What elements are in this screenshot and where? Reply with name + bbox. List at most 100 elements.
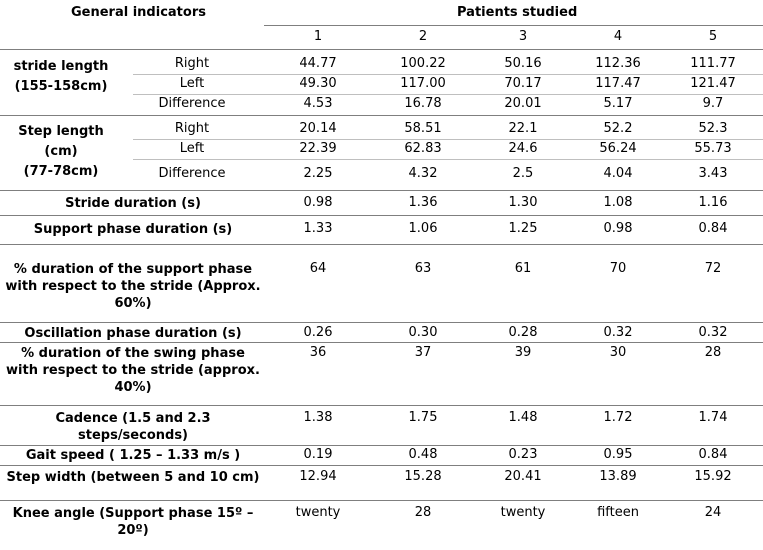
value-cell: 0.48 [408, 447, 438, 462]
value-cell: 9.7 [702, 96, 724, 111]
value-cell: 0.98 [303, 195, 333, 210]
value-cell: 20.14 [299, 121, 337, 136]
value-cell: 1.38 [303, 410, 333, 425]
value-cell: 2.25 [303, 166, 333, 181]
value-cell: 2.5 [512, 166, 534, 181]
group-label-1: Step length (cm) (77-78cm) [18, 124, 104, 179]
value-cell: 24 [704, 505, 722, 520]
value-cell: 56.24 [599, 141, 637, 156]
value-cell: 28 [704, 345, 722, 360]
value-cell: 15.92 [694, 469, 732, 484]
value-cell: 1.75 [408, 410, 438, 425]
value-cell: 13.89 [599, 469, 637, 484]
value-cell: 28 [414, 505, 432, 520]
indicator-label-7: Step width (between 5 and 10 cm) [6, 470, 260, 485]
value-cell: 4.04 [603, 166, 633, 181]
value-cell: 0.30 [408, 325, 438, 340]
row-divider [0, 342, 763, 343]
row-divider [0, 500, 763, 501]
row-divider [133, 159, 763, 160]
indicator-label-2: % duration of the support phase with resp… [5, 262, 261, 311]
indicator-label-4: % duration of the swing phase with respec… [6, 346, 260, 395]
value-cell: 1.33 [303, 221, 333, 236]
value-cell: 20.01 [504, 96, 542, 111]
value-cell: 112.36 [595, 56, 641, 71]
row-divider [0, 190, 763, 191]
group-label-0: stride length (155-158cm) [13, 59, 109, 94]
value-cell: 0.23 [508, 447, 538, 462]
value-cell: 0.26 [303, 325, 333, 340]
value-cell: 0.32 [603, 325, 633, 340]
value-cell: 4.53 [303, 96, 333, 111]
value-cell: 55.73 [694, 141, 732, 156]
value-cell: 1.48 [508, 410, 538, 425]
value-cell: 12.94 [299, 469, 337, 484]
value-cell: 61 [514, 261, 532, 276]
value-cell: 49.30 [299, 76, 337, 91]
side-label: Difference [158, 166, 226, 181]
patient-number-3: 3 [518, 29, 528, 44]
value-cell: 1.25 [508, 221, 538, 236]
value-cell: 117.00 [400, 76, 446, 91]
row-divider [133, 94, 763, 95]
patient-number-1: 1 [313, 29, 323, 44]
side-label: Left [179, 76, 205, 91]
value-cell: 4.32 [408, 166, 438, 181]
indicator-label-5: Cadence (1.5 and 2.3 steps/seconds) [55, 411, 211, 443]
value-cell: 5.17 [603, 96, 633, 111]
value-cell: 30 [609, 345, 627, 360]
row-divider [0, 322, 763, 323]
value-cell: 3.43 [698, 166, 728, 181]
row-divider [0, 465, 763, 466]
value-cell: 50.16 [504, 56, 542, 71]
value-cell: 111.77 [690, 56, 736, 71]
header-patients-studied: Patients studied [457, 5, 578, 20]
row-divider [0, 244, 763, 245]
value-cell: 1.08 [603, 195, 633, 210]
patient-number-4: 4 [613, 29, 623, 44]
value-cell: 62.83 [404, 141, 442, 156]
value-cell: 1.06 [408, 221, 438, 236]
value-cell: 1.16 [698, 195, 728, 210]
value-cell: 117.47 [595, 76, 641, 91]
header-general-indicators: General indicators [71, 5, 206, 20]
value-cell: 0.84 [698, 221, 728, 236]
value-cell: 64 [309, 261, 327, 276]
value-cell: fifteen [597, 505, 639, 520]
indicator-label-3: Oscillation phase duration (s) [24, 326, 242, 341]
value-cell: 44.77 [299, 56, 337, 71]
value-cell: 0.28 [508, 325, 538, 340]
indicator-label-0: Stride duration (s) [65, 196, 201, 211]
value-cell: 0.32 [698, 325, 728, 340]
value-cell: 121.47 [690, 76, 736, 91]
value-cell: 63 [414, 261, 432, 276]
row-divider [264, 25, 763, 26]
row-divider [0, 405, 763, 406]
value-cell: 24.6 [508, 141, 538, 156]
row-divider [133, 74, 763, 75]
value-cell: 70 [609, 261, 627, 276]
patient-number-5: 5 [708, 29, 718, 44]
value-cell: 20.41 [504, 469, 542, 484]
row-divider [133, 139, 763, 140]
indicator-label-8: Knee angle (Support phase 15º –20º) [12, 506, 254, 538]
row-divider [0, 445, 763, 446]
patient-number-2: 2 [418, 29, 428, 44]
value-cell: 0.95 [603, 447, 633, 462]
value-cell: 0.84 [698, 447, 728, 462]
value-cell: 0.98 [603, 221, 633, 236]
value-cell: 1.74 [698, 410, 728, 425]
value-cell: 22.39 [299, 141, 337, 156]
value-cell: 22.1 [508, 121, 538, 136]
value-cell: 58.51 [404, 121, 442, 136]
value-cell: 1.72 [603, 410, 633, 425]
value-cell: 37 [414, 345, 432, 360]
value-cell: 70.17 [504, 76, 542, 91]
value-cell: 72 [704, 261, 722, 276]
side-label: Difference [158, 96, 226, 111]
value-cell: 39 [514, 345, 532, 360]
side-label: Right [174, 56, 210, 71]
row-divider [0, 115, 763, 116]
value-cell: 15.28 [404, 469, 442, 484]
value-cell: 1.36 [408, 195, 438, 210]
